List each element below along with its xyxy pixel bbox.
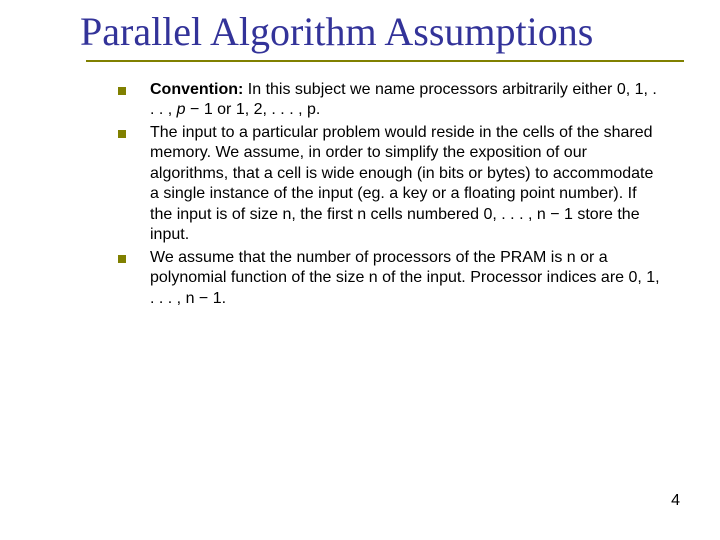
bullet-text: The input to a particular problem would … [150, 124, 653, 243]
square-bullet-icon [118, 130, 126, 138]
bullet-list: Convention: In this subject we name proc… [118, 80, 660, 309]
bullet-text: We assume that the number of processors … [150, 249, 660, 307]
square-bullet-icon [118, 87, 126, 95]
slide-body: Convention: In this subject we name proc… [0, 62, 720, 309]
bullet-item: The input to a particular problem would … [118, 123, 660, 246]
slide-title: Parallel Algorithm Assumptions [0, 0, 720, 54]
square-bullet-icon [118, 255, 126, 263]
slide: Parallel Algorithm Assumptions Conventio… [0, 0, 720, 540]
page-number: 4 [671, 492, 680, 510]
bullet-text: Convention: In this subject we name proc… [150, 81, 657, 118]
bullet-item: Convention: In this subject we name proc… [118, 80, 660, 121]
bullet-item: We assume that the number of processors … [118, 248, 660, 309]
